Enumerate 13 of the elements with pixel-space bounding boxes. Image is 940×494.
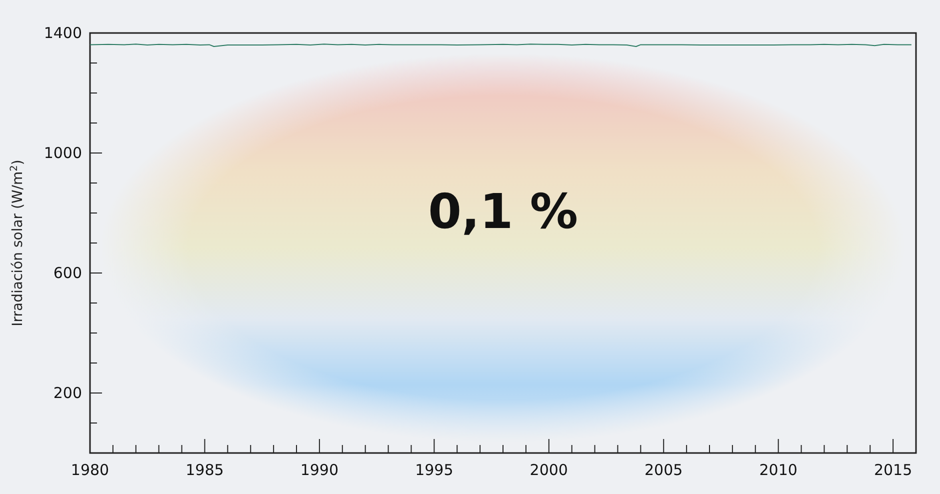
x-tick-label: 1990 — [300, 461, 339, 479]
x-tick-label: 2005 — [644, 461, 683, 479]
x-tick-label: 1985 — [186, 461, 224, 479]
y-tick-label: 1000 — [44, 144, 82, 162]
y-tick-label: 1400 — [44, 24, 82, 42]
annotation: 0,1 % — [428, 184, 578, 240]
x-tick-label: 1995 — [415, 461, 454, 479]
x-tick-label: 2010 — [759, 461, 798, 479]
x-tick-label: 2000 — [530, 461, 568, 479]
y-tick-label: 600 — [53, 264, 82, 282]
x-tick-label: 2015 — [874, 461, 912, 479]
x-tick-label: 1980 — [70, 461, 110, 479]
y-tick-label: 200 — [53, 384, 82, 402]
